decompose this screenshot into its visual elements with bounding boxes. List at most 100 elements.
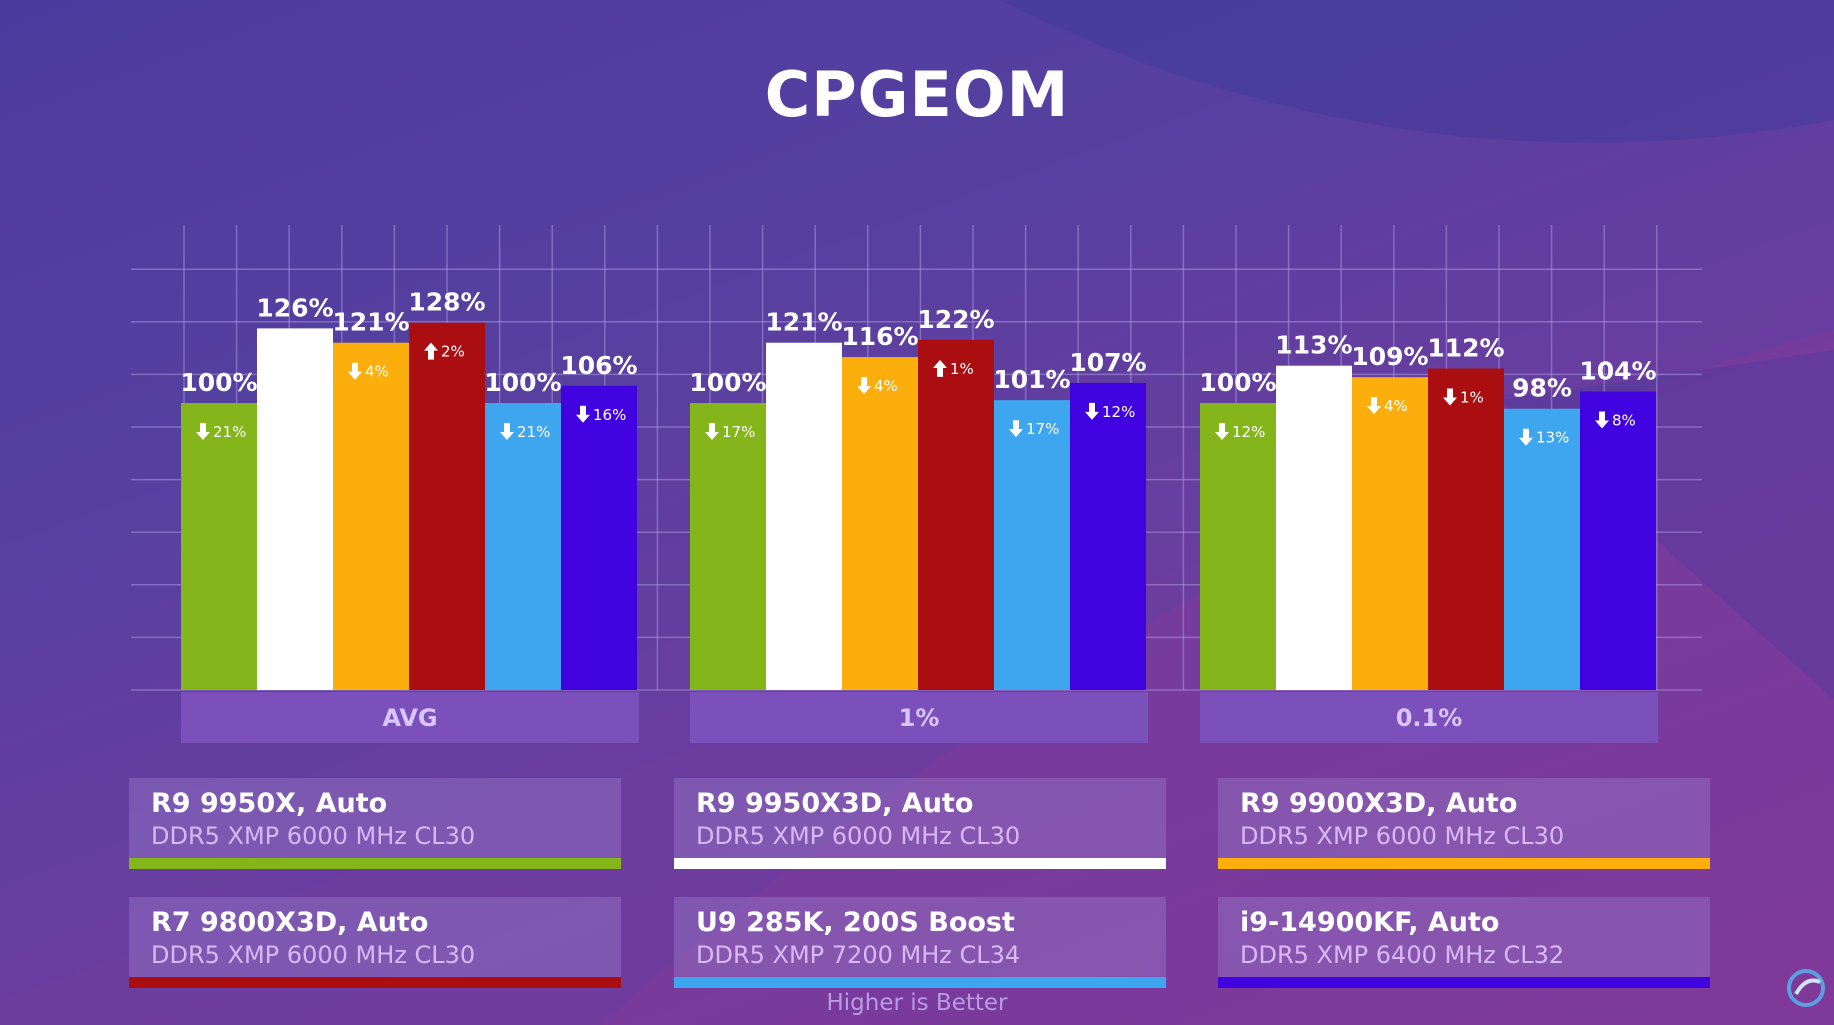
delta-label: 4%	[348, 362, 389, 381]
legend-item: U9 285K, 200S Boost DDR5 XMP 7200 MHz CL3…	[674, 897, 1166, 988]
legend-memory: DDR5 XMP 6000 MHz CL30	[1240, 822, 1565, 850]
bar	[994, 400, 1070, 690]
bar	[485, 403, 561, 690]
delta-text: 17%	[722, 423, 755, 441]
arrow-down-icon	[348, 362, 362, 380]
delta-label: 1%	[1443, 388, 1484, 407]
chart-title: CPGEOM	[764, 58, 1070, 131]
delta-text: 12%	[1102, 403, 1135, 421]
bar	[1070, 382, 1146, 690]
legend-item: R9 9950X, Auto DDR5 XMP 6000 MHz CL30	[129, 778, 621, 869]
legend-memory: DDR5 XMP 7200 MHz CL34	[696, 941, 1021, 969]
value-label: 121%	[765, 308, 842, 337]
value-label: 107%	[1069, 348, 1146, 377]
legend-swatch	[129, 858, 621, 869]
value-label: 100%	[180, 368, 257, 397]
delta-text: 2%	[441, 343, 465, 361]
bar	[333, 342, 409, 690]
category-label: AVG	[181, 692, 639, 743]
bar	[690, 403, 766, 690]
arrow-down-icon	[705, 423, 719, 440]
legend-name: U9 285K, 200S Boost	[696, 907, 1015, 938]
value-label: 122%	[917, 305, 994, 334]
bar	[918, 339, 994, 690]
delta-label: 17%	[705, 423, 755, 441]
arrow-down-icon	[1519, 428, 1533, 446]
legend-name: R9 9950X3D, Auto	[696, 788, 974, 819]
value-label: 116%	[841, 322, 918, 351]
bar	[1504, 408, 1580, 690]
delta-label: 1%	[933, 359, 974, 378]
value-label: 98%	[1512, 374, 1572, 403]
arrow-down-icon	[1443, 388, 1457, 406]
arrow-down-icon	[1595, 411, 1609, 429]
delta-label: 12%	[1085, 402, 1135, 421]
arrow-down-icon	[1009, 420, 1023, 438]
delta-text: 4%	[1384, 397, 1408, 415]
value-label: 100%	[484, 368, 561, 397]
delta-label: 4%	[857, 377, 898, 395]
arrow-up-icon	[933, 359, 947, 377]
delta-text: 8%	[1612, 412, 1636, 430]
arrow-down-icon	[1215, 423, 1229, 440]
bar	[561, 385, 637, 690]
delta-text: 16%	[593, 406, 626, 424]
value-label: 121%	[332, 308, 409, 337]
arrow-down-icon	[576, 405, 590, 423]
value-label: 104%	[1579, 357, 1656, 386]
delta-text: 13%	[1536, 429, 1569, 447]
delta-text: 4%	[874, 377, 898, 395]
legend-item: R7 9800X3D, Auto DDR5 XMP 6000 MHz CL30	[129, 897, 621, 988]
bar	[181, 403, 257, 690]
arrow-down-icon	[1367, 397, 1381, 415]
logo-icon	[1787, 969, 1825, 1007]
legend-swatch	[1218, 977, 1710, 988]
delta-text: 17%	[1026, 420, 1059, 438]
legend-name: R9 9950X, Auto	[151, 788, 388, 819]
arrow-down-icon	[1085, 402, 1099, 420]
value-label: 113%	[1275, 331, 1352, 360]
value-label: 109%	[1351, 342, 1428, 371]
bar	[257, 328, 333, 690]
delta-text: 4%	[365, 363, 389, 381]
delta-label: 8%	[1595, 411, 1636, 430]
value-label: 112%	[1427, 334, 1504, 363]
bar	[1580, 391, 1656, 690]
legend-swatch	[1218, 858, 1710, 869]
bar	[842, 357, 918, 690]
legend-memory: DDR5 XMP 6000 MHz CL30	[151, 941, 476, 969]
bar	[1428, 368, 1504, 690]
bar	[1200, 403, 1276, 690]
delta-label: 21%	[500, 423, 550, 441]
legend-item: R9 9950X3D, Auto DDR5 XMP 6000 MHz CL30	[674, 778, 1166, 869]
bar	[1276, 365, 1352, 690]
bar	[409, 322, 485, 690]
legend-swatch	[674, 858, 1166, 869]
higher-is-better-note: Higher is Better	[826, 990, 1008, 1016]
arrow-down-icon	[857, 377, 871, 395]
legend-name: i9-14900KF, Auto	[1240, 907, 1500, 938]
legend-swatch	[129, 977, 621, 988]
bar	[1352, 377, 1428, 690]
legend-memory: DDR5 XMP 6400 MHz CL32	[1240, 941, 1565, 969]
legend-item: i9-14900KF, Auto DDR5 XMP 6400 MHz CL32	[1218, 897, 1710, 988]
value-label: 126%	[256, 293, 333, 322]
legend-memory: DDR5 XMP 6000 MHz CL30	[151, 822, 476, 850]
category-label: 1%	[690, 692, 1148, 743]
delta-text: 1%	[950, 360, 974, 378]
legend-name: R7 9800X3D, Auto	[151, 907, 429, 938]
delta-label: 21%	[196, 423, 246, 441]
delta-text: 21%	[517, 423, 550, 441]
delta-label: 16%	[576, 405, 626, 424]
value-label: 100%	[1199, 368, 1276, 397]
arrow-down-icon	[196, 423, 210, 440]
legend-item: R9 9900X3D, Auto DDR5 XMP 6000 MHz CL30	[1218, 778, 1710, 869]
delta-label: 13%	[1519, 428, 1569, 447]
delta-text: 1%	[1460, 389, 1484, 407]
value-label: 100%	[689, 368, 766, 397]
delta-label: 2%	[424, 342, 465, 361]
delta-label: 17%	[1009, 420, 1059, 438]
legend-swatch	[674, 977, 1166, 988]
arrow-up-icon	[424, 342, 438, 360]
